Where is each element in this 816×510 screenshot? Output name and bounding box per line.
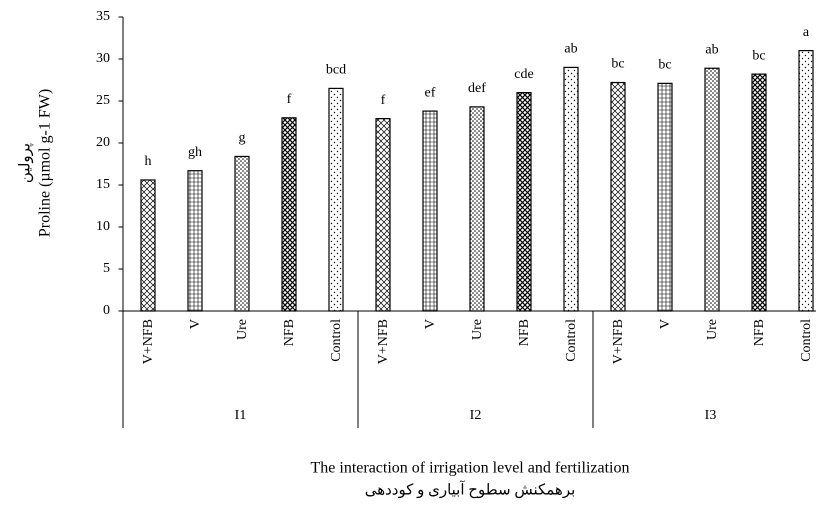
annotation: ab	[705, 42, 718, 57]
y-axis-title: پرولین	[17, 143, 33, 183]
x-tick-label: Control	[799, 319, 814, 362]
x-tick-label: NFB	[752, 319, 767, 346]
group-label: I2	[470, 408, 482, 423]
bar	[140, 179, 156, 312]
annotation: f	[287, 92, 292, 107]
x-tick-label: V+NFB	[376, 319, 391, 364]
bar	[610, 81, 626, 312]
y-tick-label: 20	[96, 135, 110, 150]
annotation: ef	[425, 85, 436, 100]
x-tick-label-group: V	[188, 319, 203, 329]
x-tick-label: V+NFB	[141, 319, 156, 364]
annotation: def	[468, 81, 486, 96]
x-tick-label-group: V+NFB	[376, 319, 391, 364]
y-tick-label: 0	[103, 303, 110, 318]
annotation: bc	[658, 58, 671, 73]
x-tick-label-group: Ure	[705, 319, 720, 340]
bar	[751, 73, 767, 312]
x-tick-label-group: Control	[799, 319, 814, 362]
x-tick-label: V	[423, 319, 438, 329]
x-tick-label: NFB	[282, 319, 297, 346]
x-tick-label: NFB	[517, 319, 532, 346]
y-tick-label: 35	[96, 9, 110, 24]
annotation: gh	[188, 145, 202, 160]
x-tick-label: V	[658, 319, 673, 329]
annotation: bc	[611, 57, 624, 72]
bar	[657, 82, 673, 312]
bar	[469, 106, 485, 312]
y-tick-label: 15	[96, 177, 110, 192]
x-tick-label: V+NFB	[611, 319, 626, 364]
x-tick-label: Control	[564, 319, 579, 362]
y-tick-label: 30	[96, 51, 110, 66]
bar	[516, 91, 532, 312]
x-axis-title: برهمکنش سطوح آبیاری و کوددهی	[365, 480, 576, 498]
x-tick-label-group: NFB	[282, 319, 297, 346]
x-tick-label: Ure	[235, 319, 250, 340]
y-axis-title: Proline (µmol g-1 FW)	[37, 89, 54, 237]
x-tick-label-group: V+NFB	[141, 319, 156, 364]
annotation: cde	[514, 67, 533, 82]
x-tick-label-group: V	[658, 319, 673, 329]
y-tick-label: 5	[103, 261, 110, 276]
bar	[422, 110, 438, 312]
x-tick-label-group: Ure	[235, 319, 250, 340]
bar	[234, 155, 250, 312]
x-tick-label: Ure	[705, 319, 720, 340]
x-tick-label-group: V+NFB	[611, 319, 626, 364]
annotation: h	[145, 154, 152, 169]
bar	[328, 87, 344, 312]
group-label: I1	[235, 408, 247, 423]
bar	[563, 66, 579, 312]
bar	[704, 67, 720, 312]
x-tick-label-group: V	[423, 319, 438, 329]
x-tick-label-group: Control	[329, 319, 344, 362]
x-tick-label-group: Control	[564, 319, 579, 362]
annotation: ab	[564, 42, 577, 57]
x-tick-label: V	[188, 319, 203, 329]
x-tick-label-group: NFB	[517, 319, 532, 346]
y-tick-label: 25	[96, 93, 110, 108]
annotation: bcd	[326, 63, 346, 78]
y-tick-label: 10	[96, 219, 110, 234]
group-label: I3	[705, 408, 717, 423]
x-tick-label: Control	[329, 319, 344, 362]
annotation: f	[381, 93, 386, 108]
x-tick-label-group: Ure	[470, 319, 485, 340]
x-axis-title: The interaction of irrigation level and …	[311, 460, 630, 477]
bar	[375, 118, 391, 312]
annotation: bc	[752, 48, 765, 63]
bar	[187, 170, 203, 312]
annotation: a	[803, 25, 810, 40]
bar	[281, 117, 297, 312]
x-tick-label: Ure	[470, 319, 485, 340]
annotation: g	[239, 131, 246, 146]
x-tick-label-group: NFB	[752, 319, 767, 346]
bar	[798, 49, 814, 312]
